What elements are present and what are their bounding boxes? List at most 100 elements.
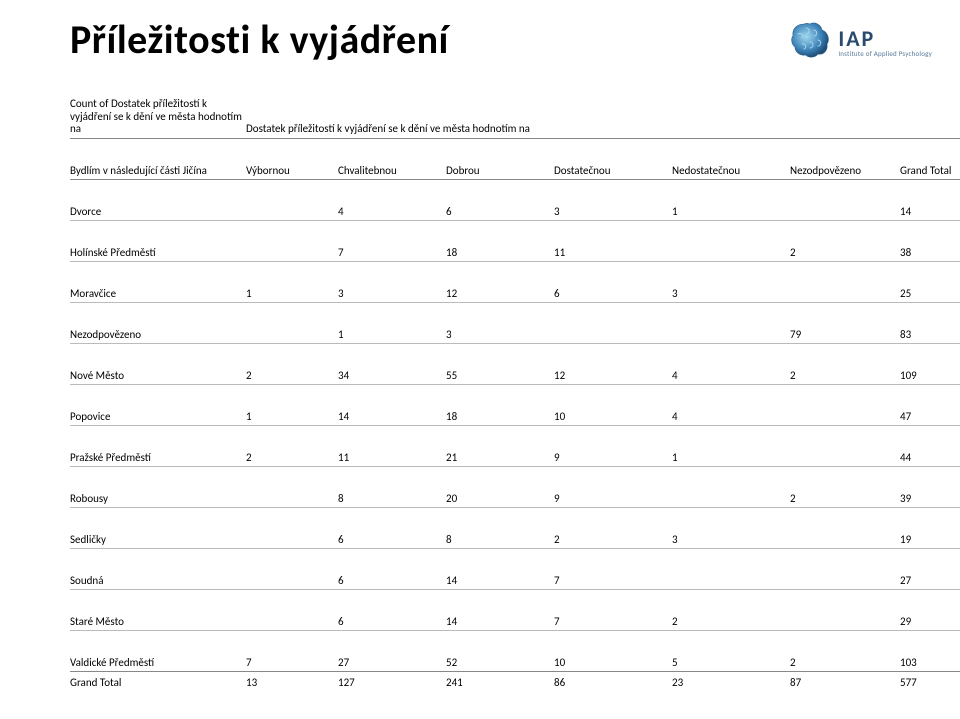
table-header-row: Bydlím v následující části Jičína Výborn… (70, 139, 960, 180)
cell: 39 (900, 467, 960, 508)
cell: 11 (554, 221, 672, 262)
cell: 12 (554, 344, 672, 385)
table-row: Holínské Předměstí 7 18 11 2 38 (70, 221, 960, 262)
table-row: Valdické Předměstí 7 27 52 10 5 2 103 (70, 631, 960, 672)
col-nedostatecnou: Nedostatečnou (672, 139, 790, 180)
cell: 25 (900, 262, 960, 303)
cell: 19 (900, 508, 960, 549)
table-row: Nezodpovězeno 1 3 79 83 (70, 303, 960, 344)
cell: 14 (446, 590, 554, 631)
cell: 55 (446, 344, 554, 385)
table-row: Soudná 6 14 7 27 (70, 549, 960, 590)
cell: 241 (446, 672, 554, 715)
cell: 86 (554, 672, 672, 715)
row-label: Dvorce (70, 180, 246, 221)
cell (790, 180, 900, 221)
cell: 2 (554, 508, 672, 549)
cell: 7 (554, 590, 672, 631)
page: Příležitosti k vyjádření IAP (0, 0, 960, 719)
cell: 2 (790, 631, 900, 672)
cell (672, 221, 790, 262)
cell (246, 467, 338, 508)
cell: 27 (900, 549, 960, 590)
cell: 10 (554, 385, 672, 426)
cell: 29 (900, 590, 960, 631)
col-dostatecnou: Dostatečnou (554, 139, 672, 180)
cell: 1 (338, 303, 446, 344)
cell: 11 (338, 426, 446, 467)
cell: 4 (672, 344, 790, 385)
page-title: Příležitosti k vyjádření (70, 18, 449, 62)
cell: 2 (246, 344, 338, 385)
cell: 34 (338, 344, 446, 385)
row-label: Nové Město (70, 344, 246, 385)
cell: 2 (246, 426, 338, 467)
table-row: Pražské Předměstí 2 11 21 9 1 44 (70, 426, 960, 467)
header: Příležitosti k vyjádření IAP (70, 18, 932, 98)
logo-name: IAP (838, 28, 875, 50)
cell: 9 (554, 467, 672, 508)
cell (790, 549, 900, 590)
cell (790, 385, 900, 426)
row-label: Valdické Předměstí (70, 631, 246, 672)
logo: IAP Institute of Applied Psychology (788, 18, 932, 67)
cell: 1 (672, 180, 790, 221)
cell: 13 (246, 672, 338, 715)
count-of-label: Count of Dostatek příležitostí k vyjádře… (70, 98, 246, 139)
cell: 44 (900, 426, 960, 467)
cell (246, 221, 338, 262)
cell: 5 (672, 631, 790, 672)
cell: 79 (790, 303, 900, 344)
cell: 4 (338, 180, 446, 221)
row-label: Pražské Předměstí (70, 426, 246, 467)
cell (790, 262, 900, 303)
cell (246, 303, 338, 344)
cell: 3 (672, 508, 790, 549)
row-label: Moravčice (70, 262, 246, 303)
cell: 8 (446, 508, 554, 549)
row-label: Sedličky (70, 508, 246, 549)
cell: 52 (446, 631, 554, 672)
cell: 2 (790, 344, 900, 385)
cell (246, 508, 338, 549)
row-label: Holínské Předměstí (70, 221, 246, 262)
cell: 6 (554, 262, 672, 303)
cell: 14 (900, 180, 960, 221)
cell: 109 (900, 344, 960, 385)
table-row: Moravčice 1 3 12 6 3 25 (70, 262, 960, 303)
row-label: Robousy (70, 467, 246, 508)
cell (790, 426, 900, 467)
cell: 127 (338, 672, 446, 715)
cell: 6 (338, 508, 446, 549)
cell: 10 (554, 631, 672, 672)
row-label: Nezodpovězeno (70, 303, 246, 344)
cell: 1 (672, 426, 790, 467)
logo-text: IAP Institute of Applied Psychology (838, 28, 932, 57)
row-label: Staré Město (70, 590, 246, 631)
cell: 21 (446, 426, 554, 467)
cell (246, 549, 338, 590)
cell (672, 549, 790, 590)
grand-total-row: Grand Total 13 127 241 86 23 87 577 (70, 672, 960, 715)
cell (672, 467, 790, 508)
col-chvalitebnou: Chvalitebnou (338, 139, 446, 180)
cell: 20 (446, 467, 554, 508)
cell: 3 (338, 262, 446, 303)
table-row: Dvorce 4 6 3 1 14 (70, 180, 960, 221)
cell: 1 (246, 262, 338, 303)
pivot-table: Count of Dostatek příležitostí k vyjádře… (70, 98, 960, 714)
table-row: Popovice 1 14 18 10 4 47 (70, 385, 960, 426)
cell: 47 (900, 385, 960, 426)
cell: 7 (246, 631, 338, 672)
table-row: Nové Město 2 34 55 12 4 2 109 (70, 344, 960, 385)
col-nezodpovezeno: Nezodpovězeno (790, 139, 900, 180)
cell: 27 (338, 631, 446, 672)
cell: 18 (446, 385, 554, 426)
cell (790, 508, 900, 549)
table-row: Staré Město 6 14 7 2 29 (70, 590, 960, 631)
row-label: Soudná (70, 549, 246, 590)
cell (790, 590, 900, 631)
cell (246, 180, 338, 221)
cell: 12 (446, 262, 554, 303)
column-super-label: Dostatek příležitostí k vyjádření se k d… (246, 98, 960, 139)
